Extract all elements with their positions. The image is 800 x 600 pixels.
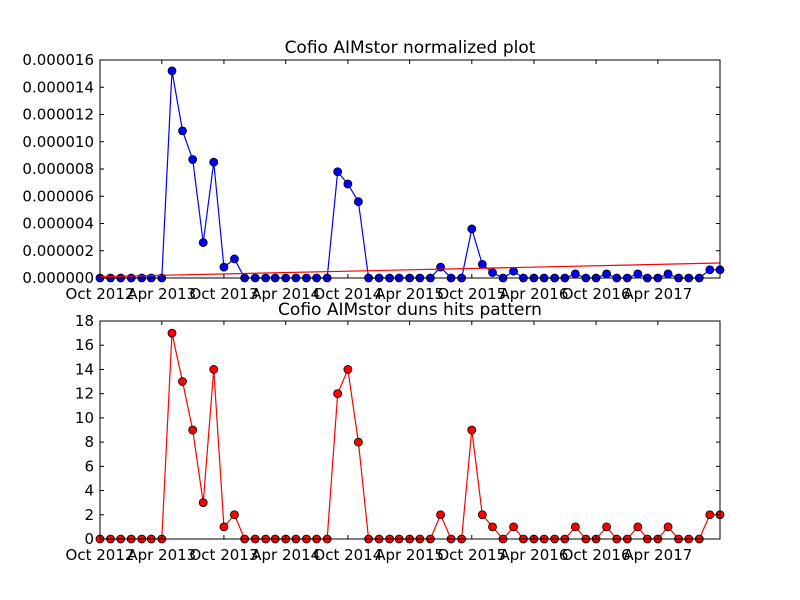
- x-tick-label: Apr 2016: [499, 546, 568, 564]
- chart-title: Cofio AIMstor duns hits pattern: [278, 300, 542, 320]
- y-tick-label: 0.000002: [22, 242, 94, 260]
- x-tick-label: Oct 2014: [313, 546, 382, 564]
- y-axis-ticks: 0 2 4 6 8 10 12 14 16 18: [75, 312, 720, 548]
- data-point: [663, 522, 673, 532]
- y-tick-label: 0.000000: [22, 269, 94, 287]
- data-point: [167, 328, 177, 338]
- data-point: [488, 522, 497, 532]
- data-point: [219, 522, 229, 532]
- y-tick-label: 0: [84, 530, 94, 548]
- y-tick-label: 0.000006: [22, 187, 94, 205]
- data-point: [509, 522, 518, 532]
- data-point: [436, 510, 445, 520]
- x-tick-label: Oct 2016: [562, 546, 631, 564]
- data-point: [167, 66, 177, 76]
- data-point: [343, 179, 353, 189]
- data-point: [209, 157, 219, 167]
- data-point: [333, 389, 343, 399]
- x-tick-label: Apr 2015: [375, 546, 444, 564]
- y-tick-label: 8: [84, 433, 94, 451]
- y-tick-label: 10: [75, 409, 94, 427]
- chart-title: Cofio AIMstor normalized plot: [285, 38, 536, 58]
- data-point: [209, 365, 219, 374]
- data-point: [343, 365, 353, 374]
- x-tick-label: Apr 2013: [127, 285, 196, 303]
- data-point: [570, 522, 580, 532]
- normalized-plot-panel: Cofio AIMstor normalized plot 0.0000000.…: [22, 38, 725, 303]
- y-tick-label: 16: [75, 336, 94, 354]
- y-tick-label: 0.000016: [22, 51, 94, 69]
- data-point: [188, 425, 198, 435]
- x-tick-label: Apr 2013: [127, 546, 196, 564]
- y-tick-label: 4: [84, 482, 94, 500]
- y-tick-label: 18: [75, 312, 94, 330]
- x-tick-label: Oct 2013: [189, 285, 258, 303]
- x-tick-label: Apr 2014: [251, 285, 320, 303]
- y-tick-label: 0.000012: [22, 106, 94, 124]
- data-point: [570, 269, 580, 279]
- data-point: [705, 265, 715, 275]
- data-point: [663, 269, 673, 279]
- data-point: [602, 269, 611, 279]
- x-tick-label: Oct 2015: [437, 285, 506, 303]
- data-point: [188, 155, 198, 164]
- data-point: [353, 197, 363, 207]
- data-point: [467, 224, 477, 234]
- data-point: [198, 498, 208, 508]
- x-tick-label: Apr 2017: [623, 285, 692, 303]
- y-axis-ticks: 0.000000 0.000002 0.000004 0.000006 0.000008…: [22, 51, 720, 287]
- data-point: [477, 259, 487, 269]
- data-point: [705, 510, 715, 520]
- data-point: [633, 522, 643, 532]
- data-point: [178, 126, 187, 136]
- x-tick-label: Apr 2016: [499, 285, 568, 303]
- x-tick-label: Oct 2012: [66, 546, 135, 564]
- x-tick-label: Apr 2017: [623, 546, 692, 564]
- data-point: [488, 268, 497, 277]
- data-point: [230, 510, 239, 520]
- y-tick-label: 0.000008: [22, 160, 94, 178]
- x-tick-label: Oct 2013: [189, 546, 258, 564]
- data-point: [230, 254, 239, 264]
- y-tick-label: 0.000004: [22, 215, 94, 233]
- data-point: [333, 167, 343, 177]
- y-tick-label: 14: [75, 360, 94, 378]
- trend-line: [99, 262, 721, 278]
- data-point: [436, 262, 445, 272]
- x-tick-label: Oct 2012: [66, 285, 135, 303]
- x-tick-label: Apr 2015: [375, 285, 444, 303]
- y-tick-label: 0.000010: [22, 133, 94, 151]
- data-point: [198, 238, 208, 247]
- y-tick-label: 12: [75, 385, 94, 403]
- data-point: [477, 510, 487, 520]
- x-tick-label: Apr 2014: [251, 546, 320, 564]
- data-point: [178, 377, 187, 386]
- x-tick-label: Oct 2014: [313, 285, 382, 303]
- data-point: [219, 262, 229, 272]
- y-tick-label: 0.000014: [22, 78, 94, 96]
- duns-hits-panel: Cofio AIMstor duns hits pattern 0 2 4 6 8 10 1…: [66, 300, 725, 564]
- plot-area: [95, 320, 725, 544]
- data-point: [353, 437, 363, 447]
- data-point: [633, 269, 643, 279]
- data-point: [467, 425, 477, 435]
- data-point: [602, 522, 611, 532]
- x-tick-label: Oct 2016: [562, 285, 631, 303]
- x-tick-label: Oct 2015: [437, 546, 506, 564]
- data-point: [509, 266, 518, 276]
- y-tick-label: 6: [84, 457, 94, 475]
- y-tick-label: 2: [84, 506, 94, 524]
